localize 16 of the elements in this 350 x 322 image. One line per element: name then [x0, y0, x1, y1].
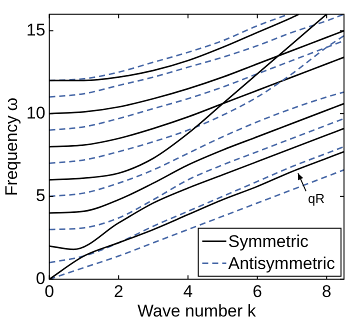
line-series [49, 118, 344, 230]
y-tick-label: 10 [26, 103, 46, 122]
x-tick-label: 8 [322, 282, 332, 302]
line-series [49, 34, 344, 164]
x-axis-title: Wave number k [137, 301, 256, 320]
legend-label: Symmetric [228, 232, 310, 251]
x-tick-label: 6 [252, 282, 262, 302]
y-tick-label: 0 [36, 268, 46, 288]
y-tick-label: 15 [26, 20, 46, 40]
line-series [49, 14, 344, 98]
x-tick-label: 2 [114, 282, 124, 302]
x-tick-label: 4 [183, 282, 193, 302]
annotation: qR [308, 190, 325, 206]
y-tick-label: 5 [36, 186, 46, 206]
y-axis-title: Frequency ω [2, 98, 21, 196]
legend-label: Antisymmetric [228, 254, 336, 273]
